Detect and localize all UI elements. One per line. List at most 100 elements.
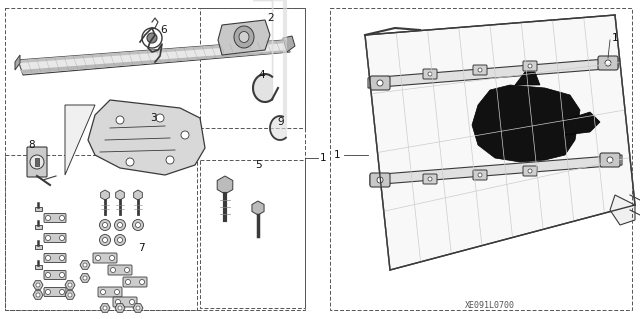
Polygon shape [20,50,290,74]
Circle shape [45,290,51,294]
Bar [35,225,42,229]
Polygon shape [134,190,142,200]
Circle shape [99,219,111,231]
Ellipse shape [234,26,254,48]
Text: 3: 3 [150,113,157,123]
Circle shape [60,256,65,261]
FancyBboxPatch shape [98,287,122,297]
Circle shape [156,114,164,122]
Bar [35,244,42,249]
Text: 6: 6 [160,25,166,35]
Polygon shape [218,20,270,55]
Polygon shape [33,281,43,289]
Polygon shape [283,36,295,52]
Text: 1: 1 [612,33,619,43]
Text: 5: 5 [255,160,262,170]
Polygon shape [252,201,264,215]
Circle shape [102,222,108,227]
Circle shape [45,235,51,241]
Circle shape [111,268,115,272]
Circle shape [118,238,122,242]
Circle shape [181,131,189,139]
Circle shape [60,290,65,294]
Polygon shape [33,291,43,299]
Text: 9: 9 [277,117,284,127]
Circle shape [60,216,65,220]
Ellipse shape [239,32,249,42]
FancyBboxPatch shape [370,173,390,187]
Circle shape [83,263,87,267]
Circle shape [83,276,87,280]
Circle shape [166,156,174,164]
Text: 1: 1 [334,150,340,160]
Bar [5,8,305,310]
Text: 8: 8 [28,140,35,150]
FancyBboxPatch shape [600,153,620,167]
Circle shape [45,216,51,220]
Circle shape [30,155,44,169]
Circle shape [607,157,613,163]
Polygon shape [80,274,90,282]
Bar [200,160,305,308]
Circle shape [136,306,140,310]
Circle shape [125,279,131,285]
Circle shape [377,80,383,86]
FancyBboxPatch shape [113,297,137,307]
FancyBboxPatch shape [423,69,437,79]
Bar [5,155,197,310]
Circle shape [478,173,482,177]
Polygon shape [18,40,287,63]
Polygon shape [88,100,205,175]
FancyBboxPatch shape [44,234,66,242]
Polygon shape [565,112,600,135]
FancyBboxPatch shape [523,166,537,176]
Circle shape [45,256,51,261]
FancyBboxPatch shape [370,76,390,90]
Circle shape [528,64,532,68]
Circle shape [528,169,532,173]
Polygon shape [100,190,109,200]
Polygon shape [100,304,110,312]
Text: 1: 1 [320,153,326,163]
Text: 7: 7 [138,243,145,253]
Circle shape [428,177,432,181]
Polygon shape [65,281,75,289]
Circle shape [36,293,40,297]
Circle shape [428,72,432,76]
Circle shape [115,300,120,305]
FancyBboxPatch shape [598,56,618,70]
Polygon shape [133,304,143,312]
Circle shape [129,300,134,305]
Polygon shape [18,40,290,75]
Polygon shape [65,291,75,299]
Circle shape [109,256,115,261]
FancyBboxPatch shape [473,170,487,180]
Circle shape [68,293,72,297]
FancyBboxPatch shape [44,271,66,279]
Circle shape [605,60,611,66]
Circle shape [478,68,482,72]
Circle shape [99,234,111,246]
Circle shape [118,222,122,227]
Polygon shape [472,85,580,162]
Circle shape [102,238,108,242]
Circle shape [95,256,100,261]
Circle shape [100,290,106,294]
FancyBboxPatch shape [44,254,66,263]
FancyBboxPatch shape [93,253,117,263]
Circle shape [377,177,383,183]
Polygon shape [365,15,635,270]
Circle shape [36,283,40,287]
Circle shape [115,290,120,294]
FancyBboxPatch shape [123,277,147,287]
FancyBboxPatch shape [473,65,487,75]
Text: 2: 2 [267,13,274,23]
Text: XE091L0700: XE091L0700 [465,300,515,309]
Bar [35,264,42,270]
Circle shape [45,272,51,278]
Circle shape [125,268,129,272]
Polygon shape [610,195,635,225]
Circle shape [116,116,124,124]
Circle shape [147,33,157,43]
Polygon shape [15,55,20,70]
